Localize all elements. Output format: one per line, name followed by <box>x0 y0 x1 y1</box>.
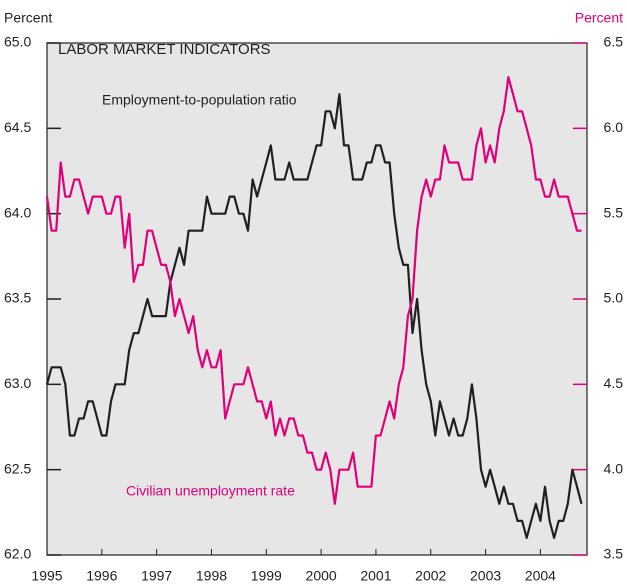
y2-tick-label: 5.5 <box>604 204 624 220</box>
y2-axis-label: Percent <box>575 10 623 26</box>
y-tick-label: 62.0 <box>4 546 31 562</box>
series-line <box>45 93 583 539</box>
x-tick-label: 2002 <box>415 568 446 584</box>
chart-title: LABOR MARKET INDICATORS <box>58 41 271 58</box>
x-tick-label: 1997 <box>141 568 172 584</box>
y-tick-label: 63.0 <box>4 375 31 391</box>
y2-tick-label: 4.5 <box>604 375 624 391</box>
x-tick-label: 1996 <box>86 568 117 584</box>
y-tick-label: 63.5 <box>4 290 31 306</box>
x-tick-label: 2004 <box>525 568 556 584</box>
annotation: Employment-to-population ratio <box>102 92 297 108</box>
x-tick-label: 2001 <box>360 568 391 584</box>
y2-tick-label: 6.0 <box>604 119 624 135</box>
x-tick-label: 1999 <box>251 568 282 584</box>
plot-area <box>46 42 588 556</box>
y-tick-label: 64.5 <box>4 119 31 135</box>
x-tick-label: 1998 <box>196 568 227 584</box>
y2-tick-label: 3.5 <box>604 546 624 562</box>
y2-tick-label: 6.5 <box>604 34 624 50</box>
y-axis-label: Percent <box>4 10 52 26</box>
y-tick-label: 65.0 <box>4 34 31 50</box>
y2-tick-label: 4.0 <box>604 460 624 476</box>
y-tick-label: 64.0 <box>4 204 31 220</box>
x-tick-label: 2000 <box>306 568 337 584</box>
series-line <box>45 76 582 505</box>
y-tick-label: 62.5 <box>4 460 31 476</box>
x-tick-label: 1995 <box>31 568 62 584</box>
y2-tick-label: 5.0 <box>604 290 624 306</box>
annotation: Civilian unemployment rate <box>126 483 295 499</box>
x-tick-label: 2003 <box>470 568 501 584</box>
